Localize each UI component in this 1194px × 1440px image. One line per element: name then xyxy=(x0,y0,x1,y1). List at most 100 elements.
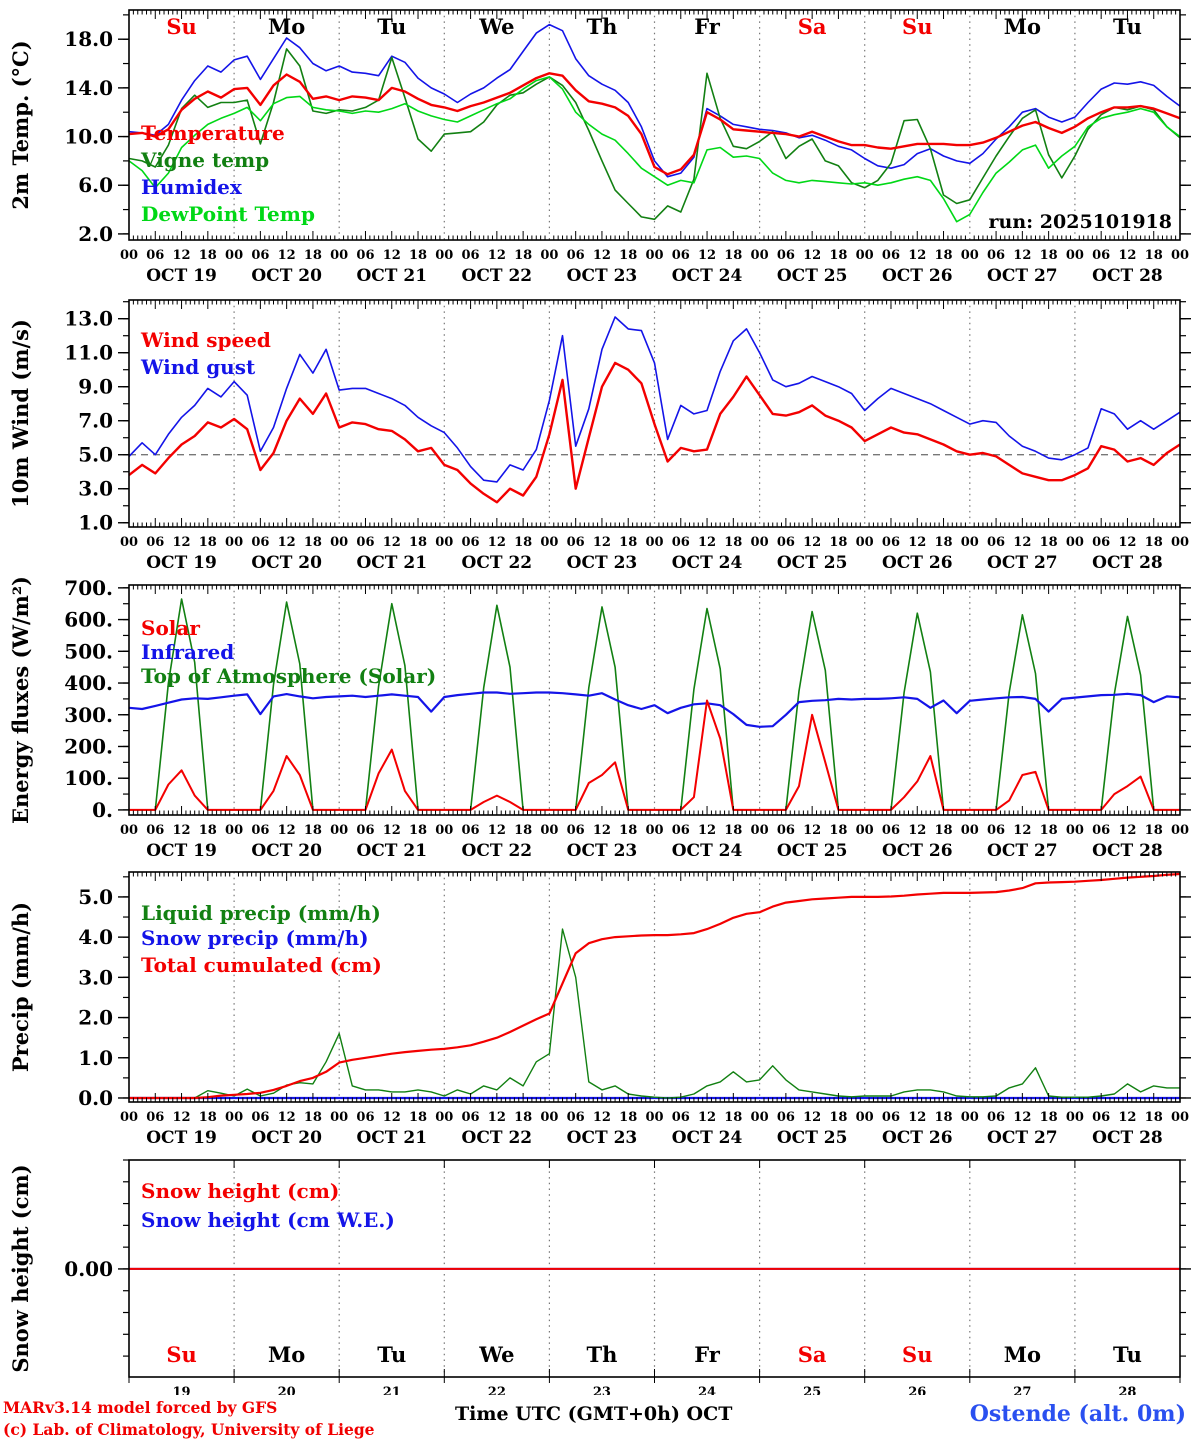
svg-text:Precip (mm/h): Precip (mm/h) xyxy=(8,902,33,1072)
svg-text:OCT 24: OCT 24 xyxy=(672,841,743,861)
svg-text:12: 12 xyxy=(908,1110,926,1125)
svg-text:Wind gust: Wind gust xyxy=(140,355,256,379)
svg-text:9.0: 9.0 xyxy=(78,375,113,399)
svg-text:06: 06 xyxy=(777,1110,795,1125)
svg-text:5.0: 5.0 xyxy=(78,885,113,909)
svg-text:00: 00 xyxy=(225,1110,243,1125)
svg-text:06: 06 xyxy=(777,823,795,838)
svg-text:00: 00 xyxy=(856,1110,874,1125)
svg-text:06: 06 xyxy=(987,535,1005,550)
svg-text:00: 00 xyxy=(540,248,558,263)
svg-text:06: 06 xyxy=(882,823,900,838)
svg-text:06: 06 xyxy=(356,823,374,838)
svg-text:18: 18 xyxy=(829,535,847,550)
svg-text:18: 18 xyxy=(199,248,217,263)
svg-text:06: 06 xyxy=(146,1110,164,1125)
svg-text:00: 00 xyxy=(435,248,453,263)
svg-text:OCT 25: OCT 25 xyxy=(777,1128,848,1148)
svg-text:00: 00 xyxy=(225,535,243,550)
svg-text:06: 06 xyxy=(882,1110,900,1125)
svg-text:00: 00 xyxy=(856,248,874,263)
svg-text:12: 12 xyxy=(278,823,296,838)
svg-text:00: 00 xyxy=(751,248,769,263)
svg-text:12: 12 xyxy=(278,535,296,550)
precip-panel: 00 06 12 18 OCT 19 00 06 12 18 OCT 20 00 06 12 18 OCT … xyxy=(8,871,1191,1148)
svg-text:06: 06 xyxy=(146,535,164,550)
svg-text:26: 26 xyxy=(908,1385,926,1395)
svg-text:Mo: Mo xyxy=(268,14,305,39)
svg-text:06: 06 xyxy=(1092,248,1110,263)
svg-text:00: 00 xyxy=(645,1110,663,1125)
svg-text:OCT 27: OCT 27 xyxy=(987,553,1058,573)
svg-text:12: 12 xyxy=(908,823,926,838)
svg-text:OCT 22: OCT 22 xyxy=(462,266,533,286)
svg-text:OCT 21: OCT 21 xyxy=(356,266,427,286)
svg-text:12: 12 xyxy=(173,535,191,550)
svg-text:0.00: 0.00 xyxy=(64,1257,113,1281)
svg-text:18: 18 xyxy=(514,1110,532,1125)
svg-text:12: 12 xyxy=(1118,823,1136,838)
svg-text:OCT 27: OCT 27 xyxy=(987,841,1058,861)
svg-text:1.0: 1.0 xyxy=(78,511,113,535)
svg-text:Top of Atmosphere (Solar): Top of Atmosphere (Solar) xyxy=(141,664,436,688)
svg-text:00: 00 xyxy=(120,248,138,263)
svg-text:OCT 24: OCT 24 xyxy=(672,266,743,286)
svg-text:18: 18 xyxy=(1145,823,1163,838)
svg-text:00: 00 xyxy=(1171,823,1189,838)
svg-text:00: 00 xyxy=(961,535,979,550)
svg-text:00: 00 xyxy=(645,823,663,838)
svg-text:06: 06 xyxy=(146,823,164,838)
svg-text:06: 06 xyxy=(987,1110,1005,1125)
svg-text:Temperature: Temperature xyxy=(141,121,285,145)
svg-text:18: 18 xyxy=(1145,248,1163,263)
time-axis-title: Time UTC (GMT+0h) OCT xyxy=(455,1403,733,1425)
svg-text:3.0: 3.0 xyxy=(78,965,113,989)
svg-text:12: 12 xyxy=(1118,1110,1136,1125)
svg-text:18: 18 xyxy=(724,823,742,838)
svg-text:12: 12 xyxy=(173,1110,191,1125)
svg-text:2m Temp. (°C): 2m Temp. (°C) xyxy=(8,40,33,209)
svg-text:06: 06 xyxy=(251,248,269,263)
panel-frame xyxy=(128,584,1181,816)
svg-text:12: 12 xyxy=(908,248,926,263)
svg-text:00: 00 xyxy=(435,1110,453,1125)
svg-text:OCT 27: OCT 27 xyxy=(987,1128,1058,1148)
svg-text:12: 12 xyxy=(803,823,821,838)
svg-text:Su: Su xyxy=(166,14,196,39)
wind10m-panel: 00 06 12 18 OCT 19 00 06 12 18 OCT 20 00 06 12 18 OCT … xyxy=(8,299,1191,573)
svg-text:2.0: 2.0 xyxy=(78,1006,113,1030)
svg-text:25: 25 xyxy=(803,1385,821,1395)
svg-text:We: We xyxy=(478,14,514,39)
svg-text:28: 28 xyxy=(1118,1385,1136,1395)
series-temperature xyxy=(128,72,1181,176)
series-vigne-temp xyxy=(128,48,1181,221)
svg-text:OCT 23: OCT 23 xyxy=(567,553,638,573)
series-wind-speed xyxy=(128,361,1181,504)
svg-text:00: 00 xyxy=(330,535,348,550)
svg-text:7.0: 7.0 xyxy=(78,409,113,433)
svg-text:20: 20 xyxy=(278,1385,296,1395)
svg-text:18: 18 xyxy=(409,535,427,550)
svg-text:06: 06 xyxy=(567,248,585,263)
svg-text:18: 18 xyxy=(934,535,952,550)
svg-text:06: 06 xyxy=(356,1110,374,1125)
svg-text:OCT 25: OCT 25 xyxy=(777,841,848,861)
svg-text:06: 06 xyxy=(987,823,1005,838)
svg-text:OCT 22: OCT 22 xyxy=(462,553,533,573)
svg-text:06: 06 xyxy=(251,535,269,550)
svg-text:OCT 20: OCT 20 xyxy=(251,841,322,861)
svg-text:06: 06 xyxy=(882,535,900,550)
svg-text:00: 00 xyxy=(961,823,979,838)
svg-text:06: 06 xyxy=(251,823,269,838)
svg-text:12: 12 xyxy=(698,823,716,838)
svg-text:Solar: Solar xyxy=(141,616,200,640)
series-infrared xyxy=(128,691,1181,728)
svg-text:27: 27 xyxy=(1013,1385,1031,1395)
svg-text:06: 06 xyxy=(251,1110,269,1125)
svg-text:12: 12 xyxy=(1013,823,1031,838)
svg-text:12: 12 xyxy=(593,1110,611,1125)
svg-text:Th: Th xyxy=(586,1342,617,1367)
svg-text:12: 12 xyxy=(488,535,506,550)
svg-text:06: 06 xyxy=(672,823,690,838)
